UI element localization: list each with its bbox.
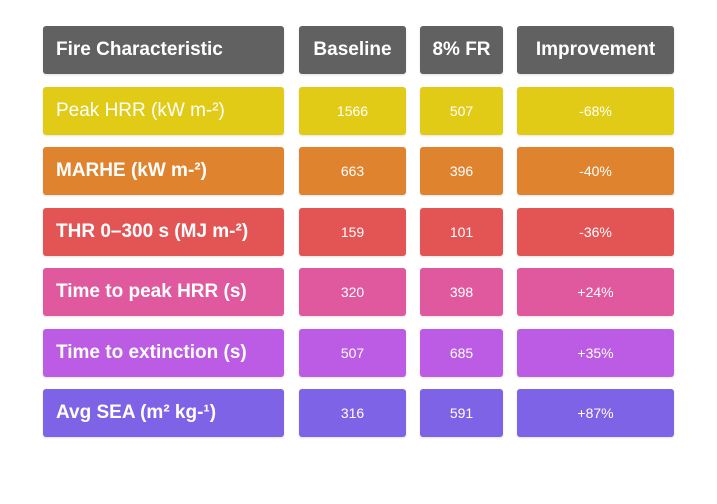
- row-label: Time to extinction (s): [43, 328, 284, 377]
- table-row: MARHE (kW m-²) 663 396 -40%: [43, 147, 674, 195]
- baseline-value: 159: [299, 207, 406, 256]
- table-row: THR 0–300 s (MJ m-²) 159 101 -36%: [43, 207, 674, 256]
- improvement-value: +24%: [517, 268, 674, 316]
- fr-value: 101: [420, 207, 503, 256]
- improvement-value: -40%: [517, 147, 674, 195]
- table-row: Peak HRR (kW m-²) 1566 507 -68%: [43, 86, 674, 135]
- header-improvement: Improvement: [517, 26, 674, 74]
- fr-value: 507: [420, 86, 503, 135]
- table-header-row: Fire Characteristic Baseline 8% FR Impro…: [43, 26, 674, 74]
- table-row: Time to peak HRR (s) 320 398 +24%: [43, 268, 674, 316]
- row-label: Time to peak HRR (s): [43, 268, 284, 316]
- table-row: Time to extinction (s) 507 685 +35%: [43, 328, 674, 377]
- improvement-value: +35%: [517, 328, 674, 377]
- row-label: THR 0–300 s (MJ m-²): [43, 207, 284, 256]
- baseline-value: 1566: [299, 86, 406, 135]
- fr-value: 685: [420, 328, 503, 377]
- fr-value: 591: [420, 389, 503, 437]
- baseline-value: 320: [299, 268, 406, 316]
- baseline-value: 316: [299, 389, 406, 437]
- baseline-value: 507: [299, 328, 406, 377]
- row-label: MARHE (kW m-²): [43, 147, 284, 195]
- improvement-value: +87%: [517, 389, 674, 437]
- improvement-value: -68%: [517, 86, 674, 135]
- row-label: Peak HRR (kW m-²): [43, 86, 284, 135]
- header-8-percent-fr: 8% FR: [420, 26, 503, 74]
- improvement-value: -36%: [517, 207, 674, 256]
- fr-value: 398: [420, 268, 503, 316]
- baseline-value: 663: [299, 147, 406, 195]
- header-fire-characteristic: Fire Characteristic: [43, 26, 284, 74]
- header-baseline: Baseline: [299, 26, 406, 74]
- fr-value: 396: [420, 147, 503, 195]
- fire-characteristics-table: Fire Characteristic Baseline 8% FR Impro…: [43, 26, 674, 450]
- row-label: Avg SEA (m² kg-¹): [43, 389, 284, 437]
- table-row: Avg SEA (m² kg-¹) 316 591 +87%: [43, 389, 674, 437]
